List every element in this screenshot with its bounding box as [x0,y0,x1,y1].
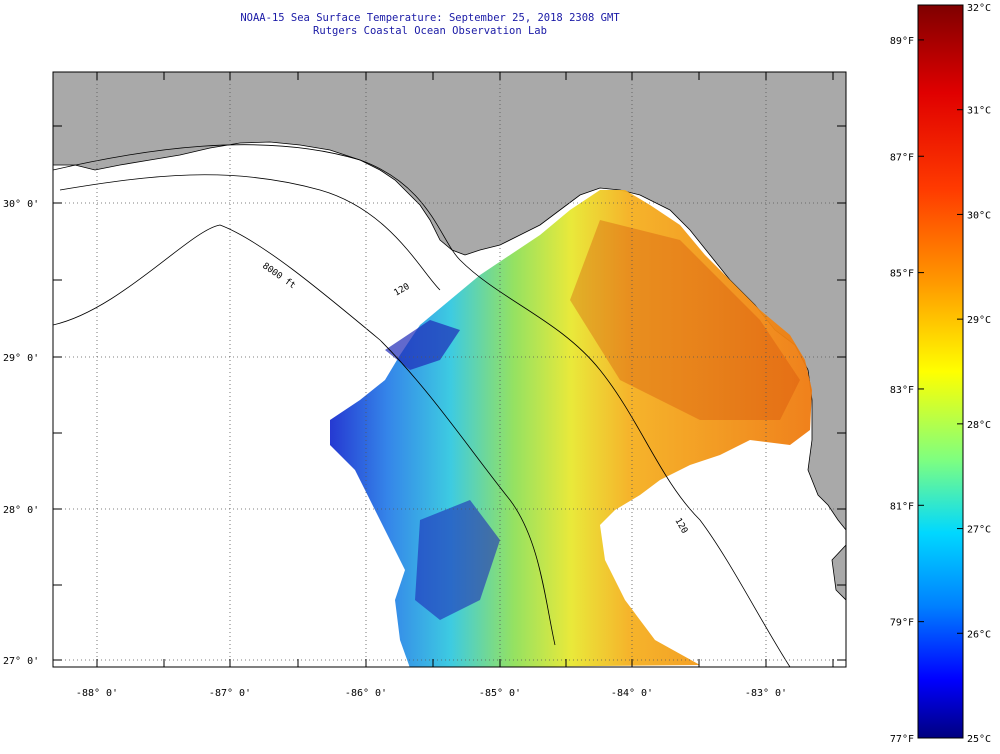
colorbar-label-c: 31°C [967,106,991,117]
lon-label: -85° 0' [479,688,521,699]
colorbar-label-c: 30°C [967,210,991,221]
lon-label: -86° 0' [345,688,387,699]
lat-label: 28° 0' [3,505,39,516]
colorbar-gradient [917,4,964,739]
colorbar-label-c: 27°C [967,525,991,536]
colorbar-label-f: 83°F [890,385,914,396]
colorbar-label-f: 79°F [890,618,914,629]
map-frame [52,71,847,668]
map-title: NOAA-15 Sea Surface Temperature: Septemb… [240,12,620,24]
lon-label: -84° 0' [611,688,653,699]
land-patch-south [831,544,846,601]
colorbar-label-f: 77°F [890,734,914,745]
colorbar: 32°C 31°C 30°C 29°C 28°C 27°C 26°C 25°C 89°F 87°… [890,3,991,745]
colorbar-fahrenheit-ticks: 89°F 87°F 85°F 83°F 81°F 79°F 77°F [890,36,924,745]
lon-label: -87° 0' [209,688,251,699]
colorbar-label-c: 32°C [967,3,991,14]
colorbar-label-f: 89°F [890,36,914,47]
lat-label: 29° 0' [3,353,39,364]
depth-contour-120ft [53,144,791,667]
shelf-contour [59,174,441,291]
map-subtitle: Rutgers Coastal Ocean Observation Lab [313,25,547,37]
lon-label: -88° 0' [76,688,118,699]
colorbar-celsius-ticks: 32°C 31°C 30°C 29°C 28°C 27°C 26°C 25°C [957,3,991,745]
colorbar-label-f: 81°F [890,501,914,512]
lat-label: 27° 0' [3,656,39,667]
lon-label: -83° 0' [745,688,787,699]
sst-cold-patch-2 [415,500,500,620]
sst-cold-patch [385,320,460,370]
sst-warm-core [570,220,800,420]
frame-ticks [53,72,846,667]
colorbar-label-c: 26°C [967,629,991,640]
depth-contour-8000ft [53,224,556,646]
lat-label: 30° 0' [3,199,39,210]
graticule [53,72,846,667]
colorbar-label-c: 28°C [967,420,991,431]
colorbar-label-c: 29°C [967,315,991,326]
colorbar-label-c: 25°C [967,734,991,745]
colorbar-label-f: 85°F [890,269,914,280]
colorbar-label-f: 87°F [890,152,914,163]
